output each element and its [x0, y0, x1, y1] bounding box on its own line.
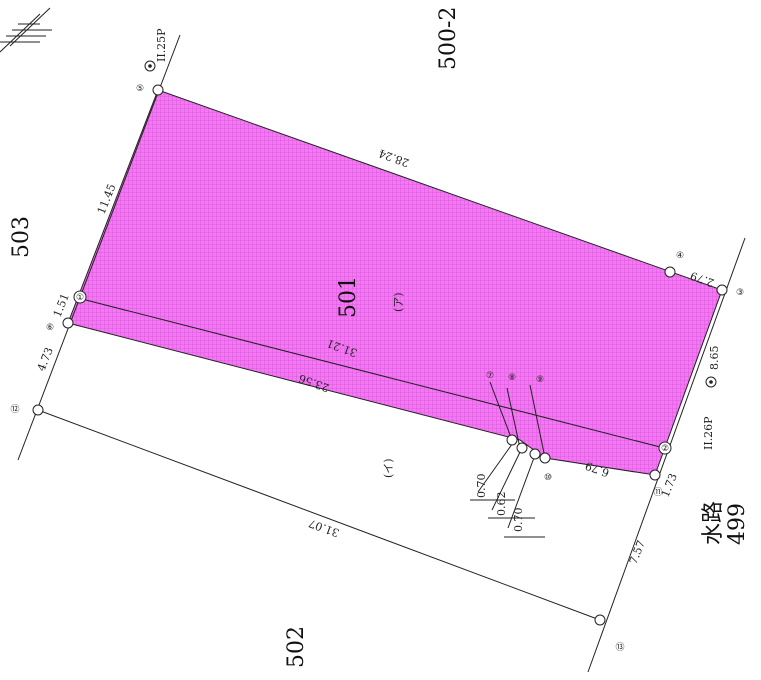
survey-points: ① ② ③ ④ ⑤ ⑥ ⑦ ⑧ ⑨ ⑩ ⑪ ⑫ ⑬ [10, 84, 744, 653]
point-8: ⑧ [508, 373, 528, 454]
subdivision-b-label: (イ) [382, 458, 395, 478]
svg-text:⑦: ⑦ [486, 371, 494, 381]
svg-text:④: ④ [676, 251, 684, 261]
point-2: ② [658, 441, 672, 455]
svg-text:II.26P: II.26P [702, 416, 715, 450]
benchmark-5: II.25P [144, 28, 168, 72]
svg-text:⑩: ⑩ [544, 473, 552, 483]
svg-text:⑬: ⑬ [615, 642, 624, 653]
point-7: ⑦ [486, 371, 518, 446]
point-12: ⑫ [10, 404, 44, 416]
parcel-501-area [67, 89, 723, 476]
north-arrow-icon [0, 7, 52, 53]
svg-text:⑨: ⑨ [536, 375, 544, 385]
point-4: ④ [664, 251, 684, 278]
distance-12-13: 31.07 [307, 516, 341, 539]
parcel-label-500-2: 500-2 [436, 7, 461, 70]
point-5: ⑤ [136, 84, 164, 96]
waterway-number: 499 [725, 503, 750, 545]
distance-11-13: 7.57 [627, 539, 648, 567]
svg-text:⑪: ⑪ [653, 487, 662, 498]
distance-3-2: 8.65 [708, 346, 721, 371]
waterway-label: 水路 [701, 501, 726, 545]
distance-1-6: 1.51 [51, 292, 72, 320]
parcel-label-503: 503 [9, 216, 34, 258]
svg-text:①: ① [76, 293, 84, 303]
benchmark-2: II.26P [702, 376, 717, 450]
parcel-label-502: 502 [284, 626, 309, 668]
svg-text:②: ② [661, 444, 669, 454]
point-10: ⑩ [539, 452, 552, 483]
distance-5-4: 28.24 [377, 146, 411, 169]
point-13: ⑬ [594, 614, 625, 653]
point-1: ① [73, 290, 87, 304]
distance-c7: 0.70 [475, 474, 488, 499]
boundary-lines [17, 34, 746, 673]
distance-c9: 0.70 [512, 508, 525, 533]
svg-text:⑫: ⑫ [10, 404, 19, 415]
point-6: ⑥ [46, 317, 74, 333]
parcel-label-501: 501 [336, 276, 361, 318]
svg-text:⑥: ⑥ [46, 323, 54, 333]
svg-text:⑤: ⑤ [136, 84, 144, 94]
distance-c8: 0.62 [495, 492, 508, 517]
svg-text:II.25P: II.25P [155, 28, 168, 62]
point-3: ③ [716, 284, 744, 298]
point-11: ⑪ [649, 469, 663, 498]
svg-text:⑧: ⑧ [508, 373, 516, 383]
subdivision-a-label: (ア) [392, 292, 405, 312]
svg-text:③: ③ [736, 288, 744, 298]
point-9: ⑨ [529, 375, 544, 460]
